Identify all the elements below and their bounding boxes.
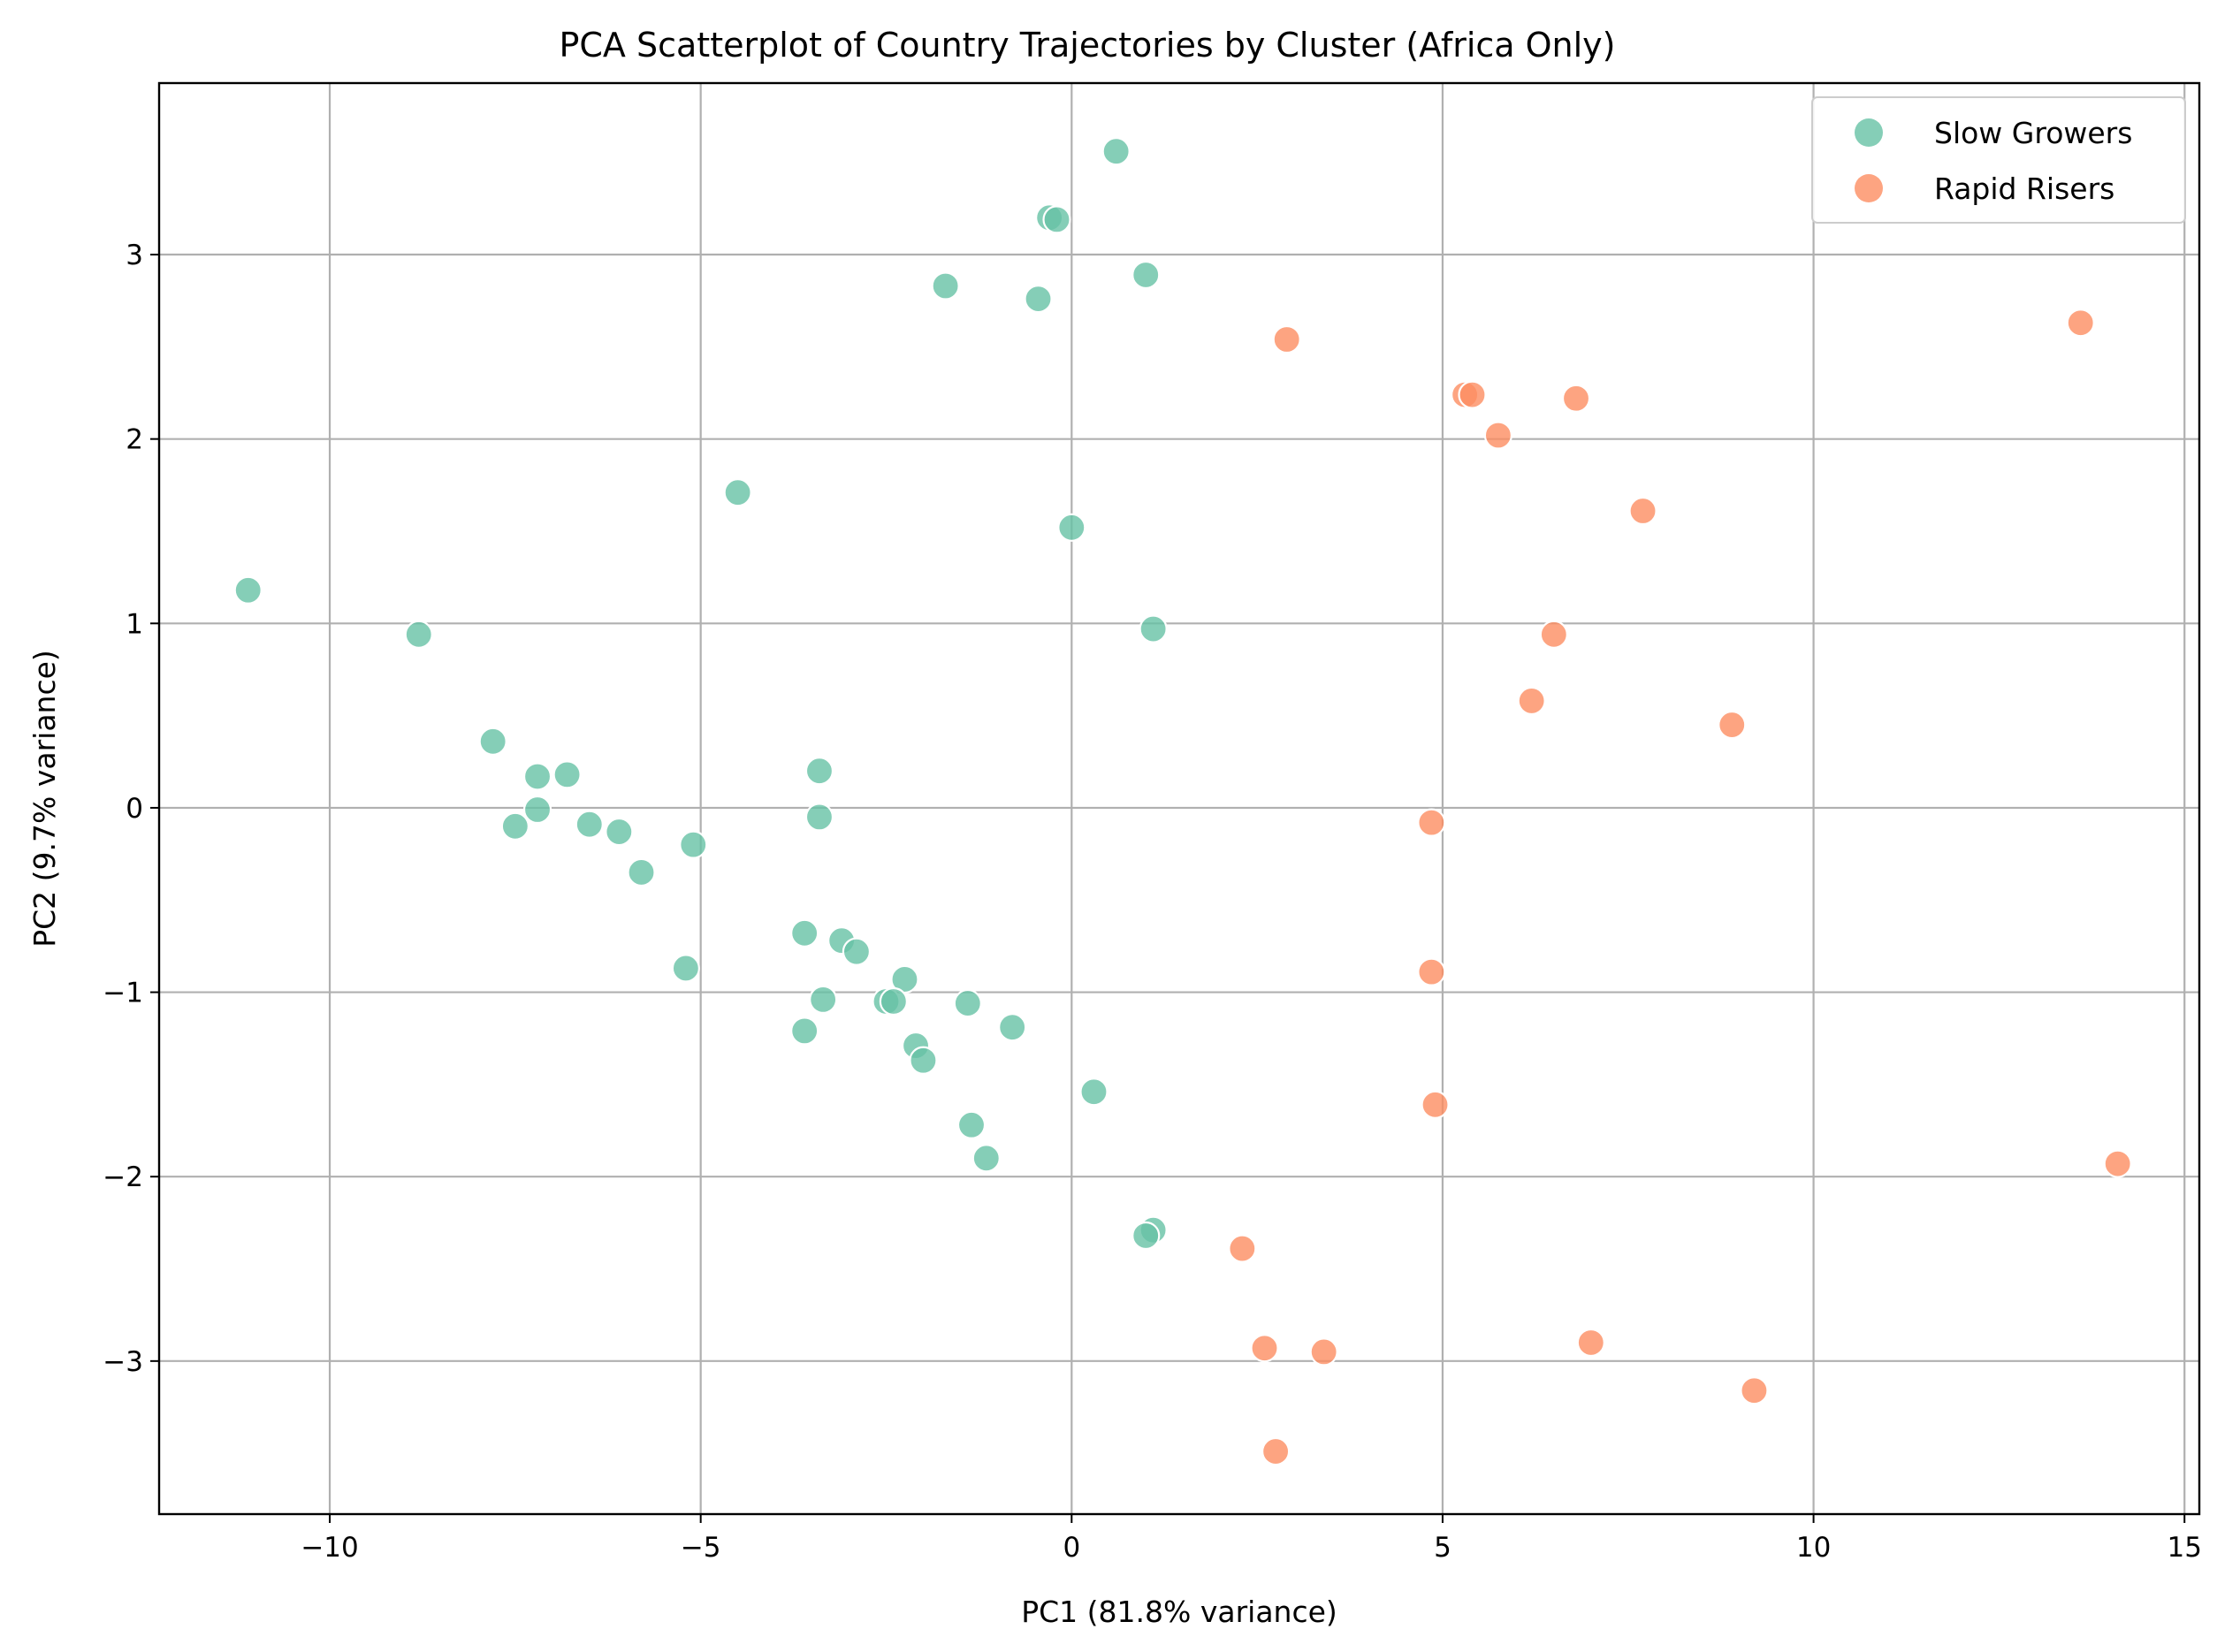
data-point	[1057, 513, 1086, 542]
data-point	[1228, 1234, 1257, 1263]
data-point	[790, 1016, 819, 1046]
data-point	[1628, 496, 1657, 526]
data-point	[998, 1013, 1027, 1042]
grid-lines	[159, 83, 2199, 1514]
data-point	[233, 575, 263, 605]
chart-title: PCA Scatterplot of Country Trajectories …	[559, 26, 1615, 65]
x-tick-label: −5	[681, 1532, 721, 1564]
legend-marker	[1855, 118, 1883, 147]
data-point	[931, 271, 960, 301]
data-point	[1131, 1221, 1161, 1251]
data-point	[1250, 1334, 1279, 1363]
data-point	[1458, 380, 1487, 409]
data-point	[1131, 260, 1161, 290]
data-point	[478, 727, 507, 756]
y-tick-label: −1	[103, 978, 143, 1009]
data-point	[1079, 1077, 1109, 1107]
data-point	[1042, 205, 1071, 234]
y-axis-label: PC2 (9.7% variance)	[27, 650, 62, 948]
data-point	[2103, 1149, 2132, 1178]
data-point	[1101, 137, 1131, 166]
data-point	[1561, 384, 1591, 413]
legend-box	[1811, 96, 2186, 224]
x-tick-label: 15	[2167, 1532, 2201, 1564]
x-axis-label: PC1 (81.8% variance)	[1021, 1595, 1337, 1629]
data-point	[804, 757, 834, 786]
series-rapid-risers	[1228, 308, 2132, 1466]
data-point	[500, 811, 530, 841]
y-axis-ticks: −3 −2 −1 0 1 2 3	[103, 240, 159, 1378]
data-point	[1417, 957, 1446, 986]
data-point	[552, 760, 582, 789]
x-tick-label: 10	[1796, 1532, 1831, 1564]
data-point	[790, 918, 819, 948]
data-point	[956, 1110, 987, 1139]
data-point	[671, 954, 700, 983]
data-point	[1539, 620, 1568, 649]
data-point	[1576, 1328, 1605, 1358]
data-point	[1483, 421, 1512, 450]
data-point	[1421, 1090, 1450, 1119]
data-point	[1718, 710, 1747, 740]
legend-marker	[1855, 174, 1883, 202]
data-point	[1417, 808, 1446, 837]
y-tick-label: 2	[126, 424, 143, 456]
data-point	[1740, 1376, 1769, 1405]
data-point	[953, 988, 982, 1018]
data-point	[1309, 1337, 1338, 1367]
series-slow-growers	[233, 137, 1168, 1251]
y-tick-label: 0	[126, 793, 143, 825]
legend-label: Slow Growers	[1934, 116, 2132, 150]
data-point	[809, 985, 838, 1015]
data-point	[1272, 324, 1301, 354]
data-point	[1517, 686, 1546, 716]
x-axis-ticks: −10 −5 0 5 10 15	[301, 1514, 2202, 1564]
data-point	[879, 986, 908, 1016]
data-points	[233, 137, 2132, 1466]
x-tick-label: 5	[1434, 1532, 1451, 1564]
data-point	[679, 830, 708, 859]
data-point	[522, 795, 552, 825]
data-point	[909, 1046, 938, 1075]
data-point	[2066, 308, 2095, 338]
data-point	[1261, 1436, 1291, 1466]
y-tick-label: −3	[103, 1346, 143, 1378]
x-tick-label: −10	[301, 1532, 358, 1564]
data-point	[575, 810, 604, 839]
data-point	[1139, 614, 1168, 643]
y-tick-label: 1	[126, 608, 143, 640]
data-point	[804, 803, 834, 832]
x-tick-label: 0	[1063, 1532, 1080, 1564]
data-point	[971, 1144, 1001, 1173]
data-point	[842, 937, 872, 966]
data-point	[605, 817, 634, 847]
legend-label: Rapid Risers	[1934, 171, 2114, 206]
legend: Slow Growers Rapid Risers	[1811, 96, 2186, 224]
data-point	[404, 620, 433, 649]
y-tick-label: 3	[126, 240, 143, 271]
data-point	[723, 478, 752, 507]
data-point	[1024, 285, 1053, 314]
data-point	[522, 762, 552, 791]
y-tick-label: −2	[103, 1161, 143, 1193]
plot-frame	[157, 81, 2201, 1516]
data-point	[627, 857, 656, 887]
